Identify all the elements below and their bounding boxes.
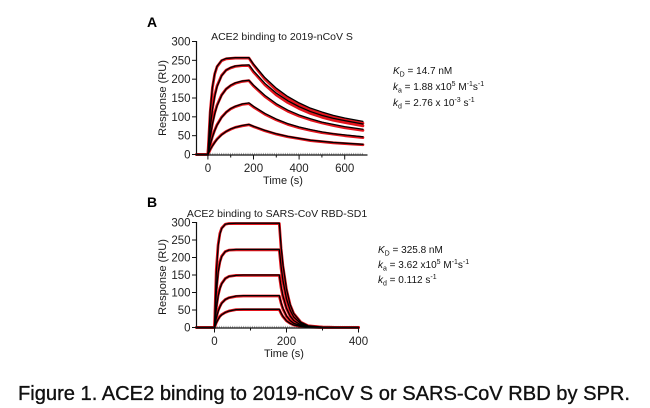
- panel-b-association-rate: ka = 3.62 x105 M-1s-1: [378, 259, 469, 273]
- y-tick-label: 50: [178, 131, 191, 143]
- y-tick-label: 250: [171, 235, 190, 247]
- series-1-fit-line: [195, 222, 360, 329]
- series-3-fit-line: [195, 79, 364, 156]
- x-tick-label: 400: [349, 336, 368, 348]
- panel-a-series-group: [195, 56, 365, 156]
- panel-a-association-rate: ka = 1.88 x105 M-1s-1: [393, 81, 484, 95]
- y-tick-label: 200: [171, 74, 190, 86]
- panel-b-title: ACE2 binding to SARS-CoV RBD-SD1: [187, 208, 367, 220]
- y-tick-label: 300: [171, 218, 190, 230]
- y-tick-label: 0: [184, 150, 190, 162]
- x-tick-label: 0: [205, 163, 211, 175]
- series-5-fit-line: [195, 123, 364, 156]
- series-2-fit-line: [195, 248, 360, 329]
- series-5-fit-line: [195, 308, 360, 329]
- panel-b-ticks: 0 50 100 150 200 250 300 0 200 400: [171, 218, 368, 349]
- series-1-fit-line: [195, 57, 364, 156]
- panel-b-x-axis-label: Time (s): [264, 348, 304, 360]
- panel-a-x-axis-label: Time (s): [263, 175, 303, 187]
- y-tick-label: 100: [171, 112, 190, 124]
- y-tick-label: 200: [171, 253, 190, 265]
- panel-b-plot-area: 0 50 100 150 200 250 300 0 200 400: [171, 218, 368, 349]
- y-tick-label: 250: [171, 55, 190, 67]
- y-tick-label: 50: [178, 305, 191, 317]
- x-tick-label: 400: [290, 163, 309, 175]
- panel-b-dissociation-rate: kd = 0.112 s-1: [378, 274, 437, 288]
- panel-a-kd-equilibrium-constant: KD = 14.7 nM: [393, 66, 452, 79]
- panel-b: B ACE2 binding to SARS-CoV RBD-SD1 Respo…: [147, 194, 469, 360]
- panel-a-title: ACE2 binding to 2019-nCoV S: [211, 31, 353, 43]
- panel-a-y-axis-label: Response (RU): [157, 60, 169, 136]
- panel-a-dissociation-rate: kd = 2.76 x 10-3 s-1: [393, 97, 475, 111]
- panel-a-plot-area: 0 50 100 150 200 250 300 0 200 400 600: [171, 37, 368, 176]
- y-tick-label: 100: [171, 288, 190, 300]
- y-tick-label: 0: [184, 323, 190, 335]
- y-tick-label: 150: [171, 270, 190, 282]
- panel-b-series-group: [195, 222, 360, 329]
- panel-b-letter: B: [147, 194, 157, 210]
- series-4-fit-line: [195, 102, 364, 156]
- panel-a-letter: A: [147, 14, 157, 30]
- series-2-fit-line: [195, 64, 364, 156]
- panel-b-y-axis-label: Response (RU): [157, 239, 169, 315]
- x-tick-label: 600: [335, 163, 354, 175]
- x-tick-label: 0: [211, 336, 217, 348]
- y-tick-label: 300: [171, 37, 190, 49]
- panel-a-kinetics: KD = 14.7 nM ka = 1.88 x105 M-1s-1 kd = …: [393, 66, 484, 111]
- x-tick-label: 200: [244, 163, 263, 175]
- panel-a: A ACE2 binding to 2019-nCoV S Response (…: [147, 14, 484, 187]
- panel-a-ticks: 0 50 100 150 200 250 300 0 200 400 600: [171, 37, 354, 176]
- x-tick-label: 200: [277, 336, 296, 348]
- figure-caption: Figure 1. ACE2 binding to 2019-nCoV S or…: [18, 383, 630, 405]
- panel-b-kinetics: KD = 325.8 nM ka = 3.62 x105 M-1s-1 kd =…: [378, 245, 469, 288]
- y-tick-label: 150: [171, 93, 190, 105]
- panel-b-kd-equilibrium-constant: KD = 325.8 nM: [378, 245, 443, 258]
